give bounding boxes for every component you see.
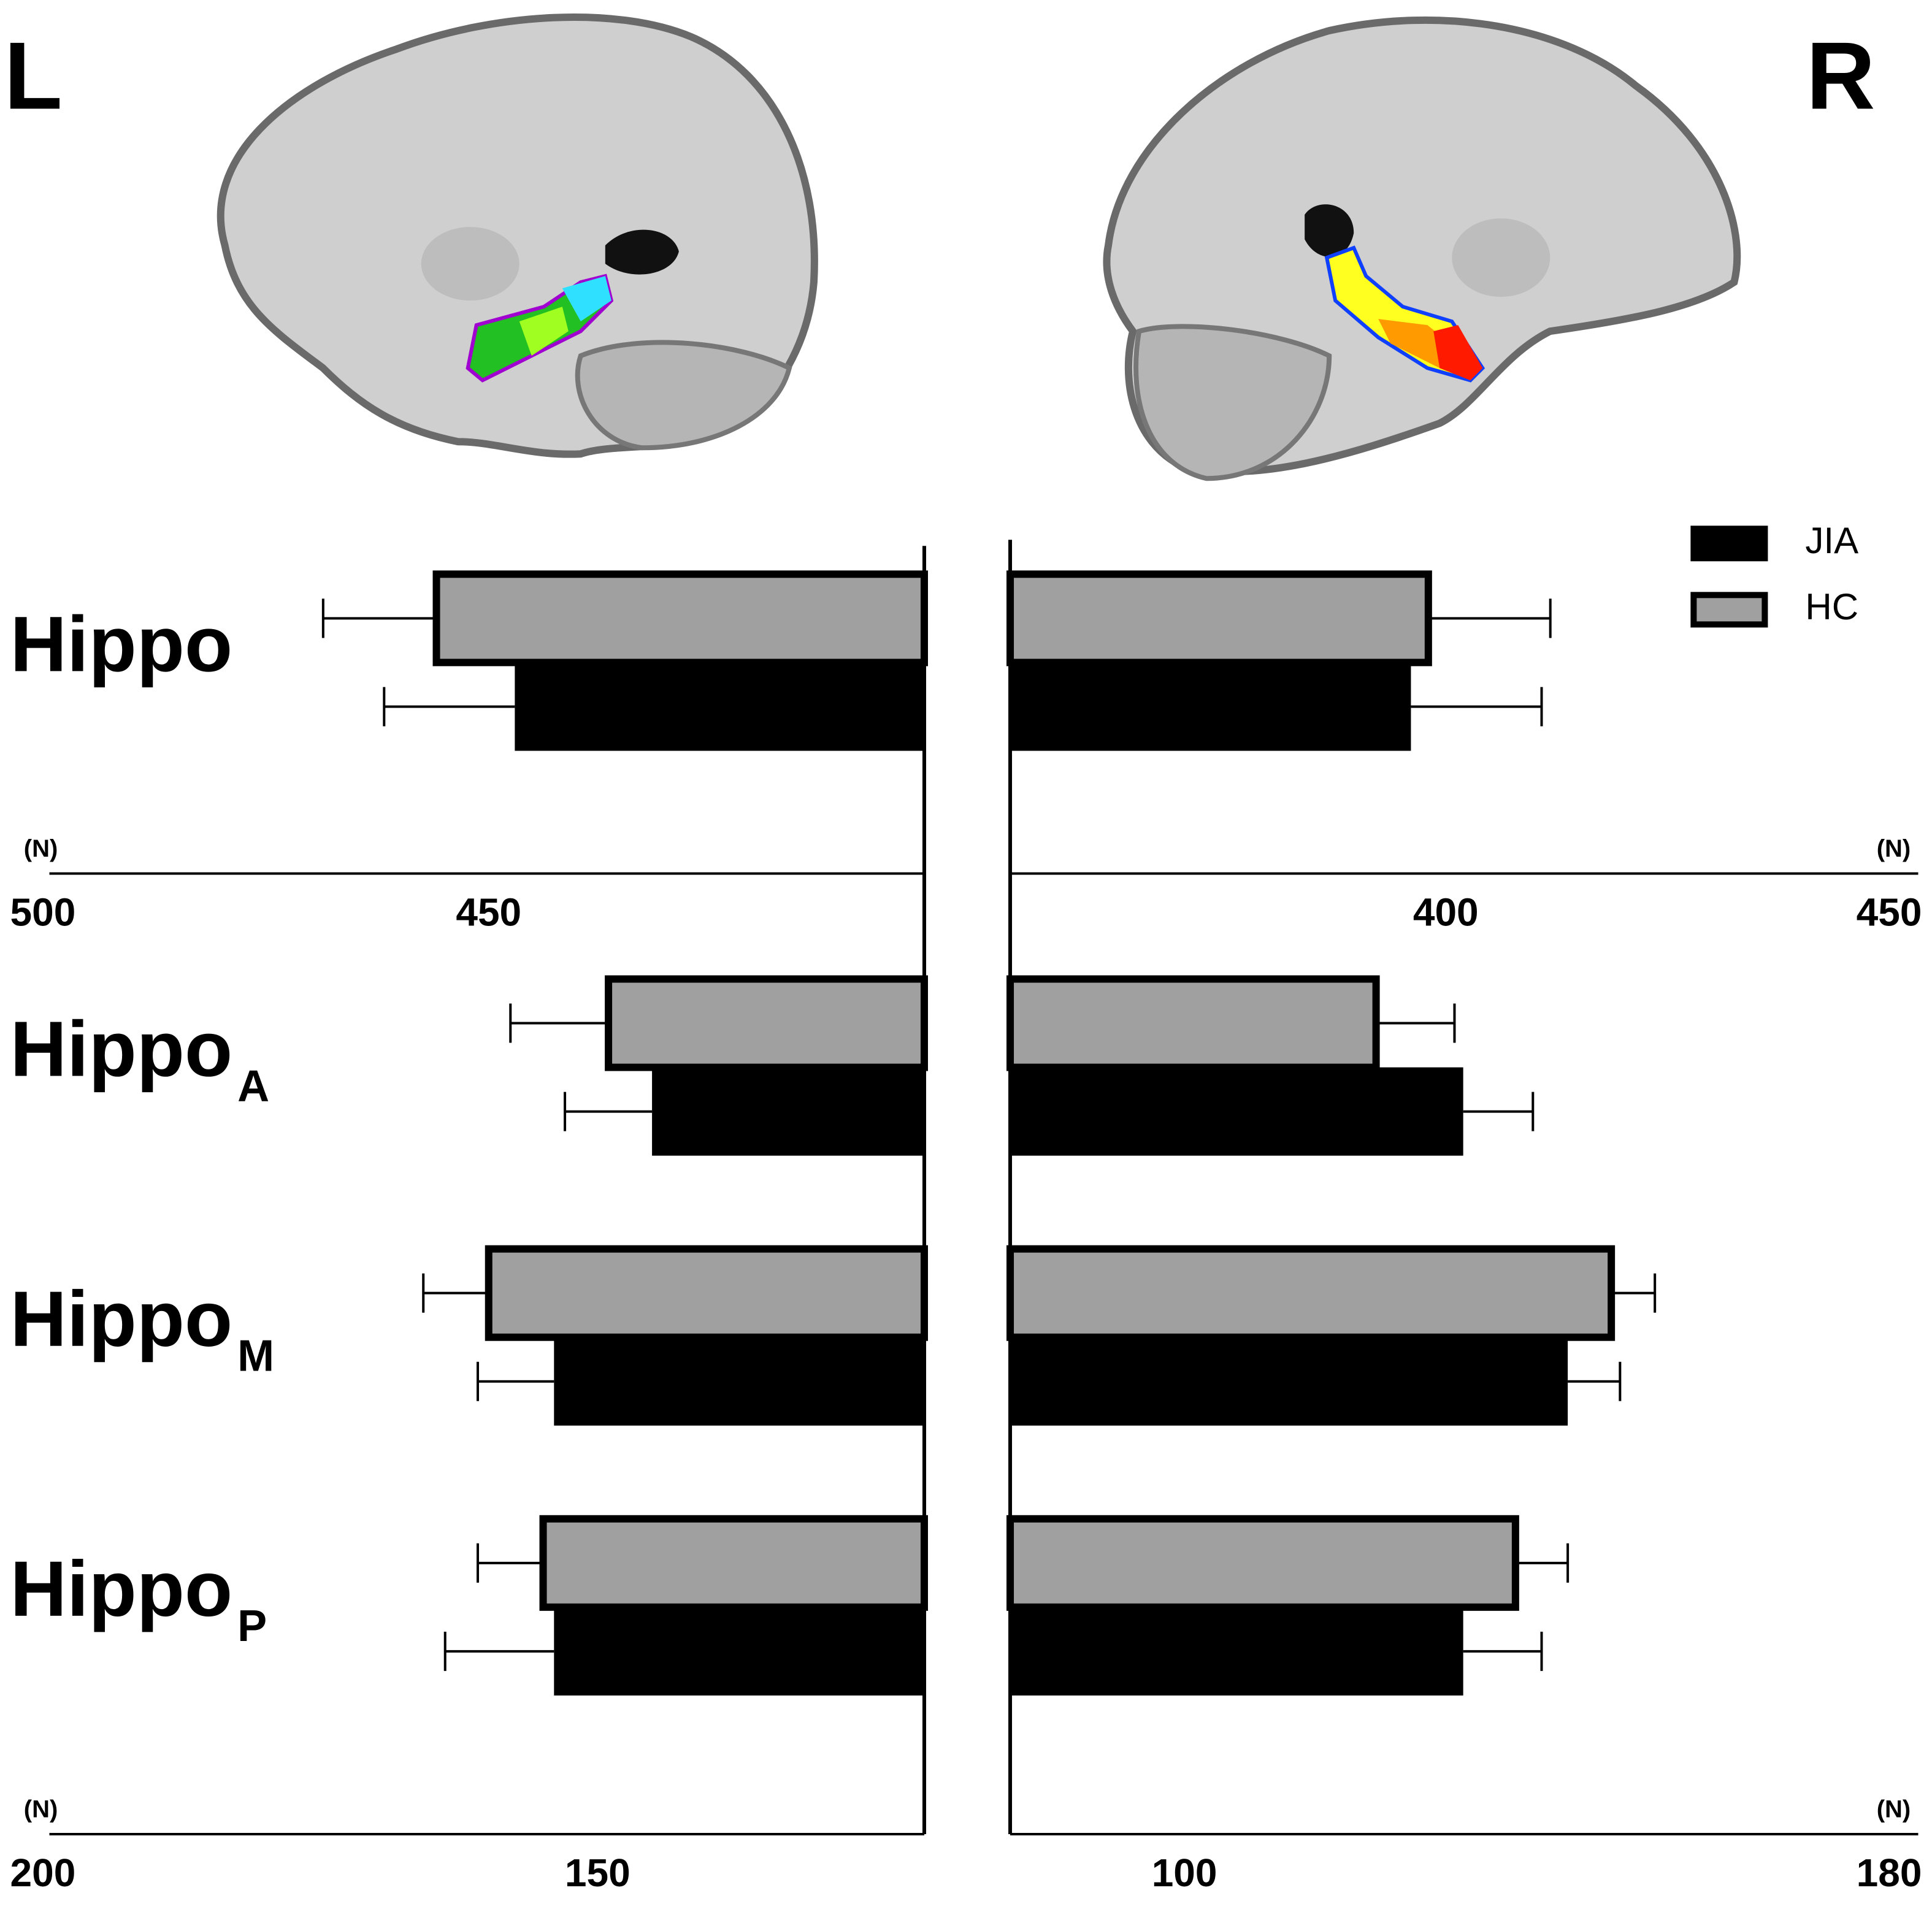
row-label: Hippo M	[10, 1276, 275, 1381]
bar	[1006, 570, 1432, 667]
error-bar	[564, 1092, 653, 1131]
error-bar	[1611, 1273, 1657, 1313]
row-label: Hippo	[10, 600, 233, 688]
x-tick-label: 400	[1413, 890, 1479, 934]
error-bar	[509, 1003, 609, 1043]
x-tick-label: 450	[1857, 890, 1922, 934]
legend-swatch	[1690, 526, 1768, 562]
error-bar	[476, 1361, 554, 1401]
error-bar	[443, 1631, 554, 1671]
error-bar	[321, 599, 437, 638]
x-tick-label: 180	[1857, 1851, 1922, 1895]
row-label-main: Hippo	[10, 600, 233, 688]
error-bar	[1411, 687, 1543, 727]
bar	[1006, 975, 1380, 1071]
bar	[1010, 1607, 1463, 1696]
row-label-main: Hippo	[10, 1005, 233, 1093]
bar	[1010, 1067, 1463, 1156]
error-bar	[476, 1543, 543, 1583]
legend-swatch	[1690, 592, 1768, 628]
row-label-sub: M	[237, 1332, 274, 1381]
legend-label: JIA	[1805, 520, 1858, 561]
x-tick-label: 450	[456, 890, 521, 934]
row-label: Hippo P	[10, 1545, 267, 1651]
error-bar	[1463, 1631, 1543, 1671]
error-bar	[383, 687, 515, 727]
x-tick-label: 500	[10, 890, 76, 934]
bar	[485, 1245, 928, 1341]
brain-left	[217, 13, 818, 458]
x-tick-label: 100	[1152, 1851, 1217, 1895]
bar	[1006, 1245, 1616, 1341]
bar	[554, 1607, 924, 1696]
row-label-sub: A	[237, 1062, 269, 1111]
row-label-sub: P	[237, 1602, 267, 1651]
error-bar	[1463, 1092, 1535, 1131]
side-label-right: R	[1806, 23, 1876, 129]
error-bar	[1376, 1003, 1456, 1043]
x-axis-label: (N)	[1877, 1796, 1911, 1823]
error-bar	[422, 1273, 489, 1313]
bar	[1010, 1337, 1568, 1426]
x-axis-label: (N)	[1877, 835, 1911, 862]
row-label-main: Hippo	[10, 1276, 233, 1363]
bar	[652, 1067, 924, 1156]
x-tick-label: 200	[10, 1851, 76, 1895]
bar	[554, 1337, 924, 1426]
brain-right	[1103, 16, 1741, 481]
bar	[515, 662, 924, 751]
error-bar	[1428, 599, 1552, 638]
bar	[539, 1515, 928, 1611]
x-tick-label: 150	[565, 1851, 631, 1895]
row-label-main: Hippo	[10, 1545, 233, 1633]
bar	[1010, 662, 1411, 751]
bar	[1006, 1515, 1519, 1611]
legend-label: HC	[1805, 586, 1858, 627]
error-bar	[1568, 1361, 1622, 1401]
row-label: Hippo A	[10, 1005, 270, 1111]
error-bar	[1515, 1543, 1570, 1583]
x-axis-label: (N)	[24, 1796, 58, 1823]
x-axis-label: (N)	[24, 835, 58, 862]
side-label-left: L	[4, 23, 62, 129]
bar	[605, 975, 928, 1071]
bar	[432, 570, 928, 667]
